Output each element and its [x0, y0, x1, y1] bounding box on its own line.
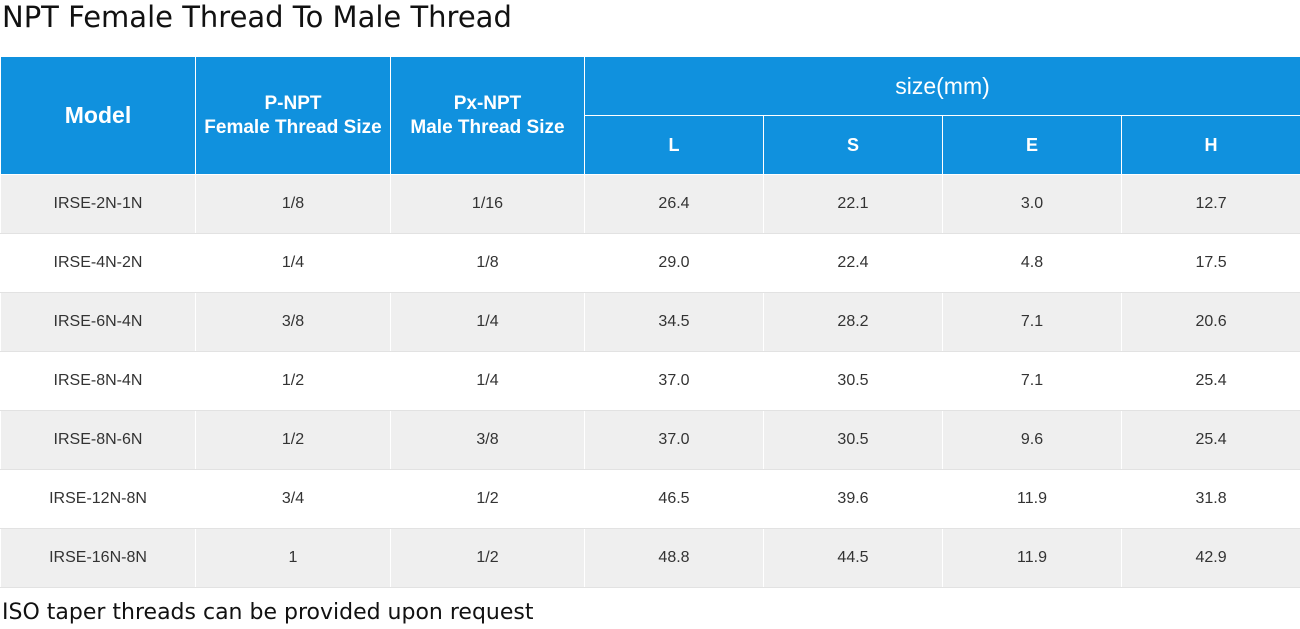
cell-model: IRSE-8N-6N	[0, 410, 196, 470]
cell-h: 20.6	[1120, 292, 1300, 352]
cell-s: 22.1	[763, 174, 943, 234]
cell-l: 37.0	[584, 351, 764, 411]
cell-h: 25.4	[1120, 410, 1300, 470]
header-px-npt: Px-NPT Male Thread Size	[390, 56, 585, 175]
cell-h: 31.8	[1120, 469, 1300, 529]
cell-model: IRSE-8N-4N	[0, 351, 196, 411]
cell-px-npt: 1/2	[390, 469, 585, 529]
table-header: Model P-NPT Female Thread Size Px-NPT Ma…	[0, 56, 1300, 175]
table-row: IRSE-6N-4N 3/8 1/4 34.5 28.2 7.1 20.6	[0, 292, 1300, 352]
cell-h: 12.7	[1120, 174, 1300, 234]
cell-p-npt: 1/8	[195, 174, 391, 234]
table-body: IRSE-2N-1N 1/8 1/16 26.4 22.1 3.0 12.7 I…	[0, 174, 1300, 588]
cell-s: 30.5	[763, 351, 943, 411]
cell-l: 48.8	[584, 528, 764, 588]
header-s: S	[763, 115, 943, 175]
cell-px-npt: 1/16	[390, 174, 585, 234]
table-row: IRSE-2N-1N 1/8 1/16 26.4 22.1 3.0 12.7	[0, 174, 1300, 234]
cell-l: 34.5	[584, 292, 764, 352]
cell-model: IRSE-2N-1N	[0, 174, 196, 234]
cell-e: 11.9	[942, 528, 1122, 588]
table-row: IRSE-16N-8N 1 1/2 48.8 44.5 11.9 42.9	[0, 528, 1300, 588]
cell-px-npt: 1/2	[390, 528, 585, 588]
header-px-npt-line2: Male Thread Size	[410, 116, 565, 138]
cell-e: 4.8	[942, 233, 1122, 293]
cell-p-npt: 3/4	[195, 469, 391, 529]
cell-l: 29.0	[584, 233, 764, 293]
header-size-group: size(mm)	[583, 56, 1300, 116]
table-row: IRSE-8N-4N 1/2 1/4 37.0 30.5 7.1 25.4	[0, 351, 1300, 411]
cell-e: 7.1	[942, 351, 1122, 411]
header-e: E	[942, 115, 1122, 175]
cell-model: IRSE-6N-4N	[0, 292, 196, 352]
cell-p-npt: 3/8	[195, 292, 391, 352]
cell-model: IRSE-16N-8N	[0, 528, 196, 588]
cell-p-npt: 1/2	[195, 351, 391, 411]
cell-l: 37.0	[584, 410, 764, 470]
table-row: IRSE-8N-6N 1/2 3/8 37.0 30.5 9.6 25.4	[0, 410, 1300, 470]
cell-px-npt: 1/8	[390, 233, 585, 293]
cell-e: 11.9	[942, 469, 1122, 529]
header-model: Model	[0, 56, 196, 175]
cell-model: IRSE-12N-8N	[0, 469, 196, 529]
header-p-npt: P-NPT Female Thread Size	[195, 56, 391, 175]
table-row: IRSE-12N-8N 3/4 1/2 46.5 39.6 11.9 31.8	[0, 469, 1300, 529]
spec-table: Model P-NPT Female Thread Size Px-NPT Ma…	[0, 56, 1300, 588]
header-l: L	[584, 115, 764, 175]
header-row-sub: L S E H	[1, 115, 1300, 175]
cell-l: 46.5	[584, 469, 764, 529]
cell-h: 25.4	[1120, 351, 1300, 411]
cell-h: 17.5	[1120, 233, 1300, 293]
cell-p-npt: 1	[195, 528, 391, 588]
footnote: ISO taper threads can be provided upon r…	[2, 600, 534, 625]
cell-s: 28.2	[763, 292, 943, 352]
header-p-npt-line2: Female Thread Size	[204, 116, 382, 138]
header-px-npt-line1: Px-NPT	[453, 92, 522, 114]
cell-px-npt: 1/4	[390, 292, 585, 352]
cell-h: 42.9	[1120, 528, 1300, 588]
cell-p-npt: 1/4	[195, 233, 391, 293]
cell-l: 26.4	[584, 174, 764, 234]
cell-e: 3.0	[942, 174, 1122, 234]
cell-e: 9.6	[942, 410, 1122, 470]
header-h: H	[1120, 115, 1300, 175]
cell-s: 22.4	[763, 233, 943, 293]
cell-s: 39.6	[763, 469, 943, 529]
cell-e: 7.1	[942, 292, 1122, 352]
table-row: IRSE-4N-2N 1/4 1/8 29.0 22.4 4.8 17.5	[0, 233, 1300, 293]
cell-s: 44.5	[763, 528, 943, 588]
header-p-npt-line1: P-NPT	[264, 92, 322, 114]
cell-p-npt: 1/2	[195, 410, 391, 470]
cell-px-npt: 3/8	[390, 410, 585, 470]
page-title: NPT Female Thread To Male Thread	[2, 0, 512, 34]
cell-model: IRSE-4N-2N	[0, 233, 196, 293]
cell-s: 30.5	[763, 410, 943, 470]
header-row-top: Model P-NPT Female Thread Size Px-NPT Ma…	[0, 56, 1300, 175]
cell-px-npt: 1/4	[390, 351, 585, 411]
